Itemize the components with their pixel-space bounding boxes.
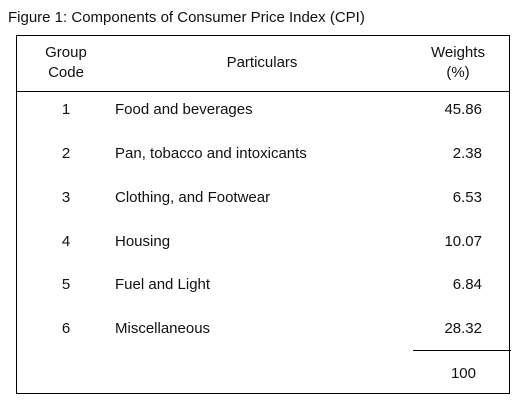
cpi-components-table: Group Code Particulars Weights (%) 1 Foo…: [16, 35, 511, 394]
row-code: 6: [61, 320, 71, 337]
row-particular: Fuel and Light: [115, 276, 211, 293]
table-row: 4 Housing 10.07: [17, 231, 509, 253]
header-particulars: Particulars: [226, 54, 298, 71]
row-particular: Miscellaneous: [115, 320, 211, 337]
header-weights-line2: (%): [446, 64, 470, 81]
row-particular: Food and beverages: [115, 101, 253, 118]
table-row: 3 Clothing, and Footwear 6.53: [17, 187, 509, 209]
header-group-code: Group Code: [17, 43, 115, 83]
row-code: 3: [61, 189, 71, 206]
row-code: 5: [61, 276, 71, 293]
row-weight: 28.32: [444, 320, 482, 337]
figure-caption: Figure 1: Components of Consumer Price I…: [8, 9, 365, 26]
table-row: 6 Miscellaneous 28.32: [17, 318, 509, 340]
header-group-code-line2: Code: [48, 64, 84, 81]
row-weight: 10.07: [444, 233, 482, 250]
row-weight: 45.86: [444, 101, 482, 118]
row-code: 1: [61, 101, 71, 118]
row-particular: Pan, tobacco and intoxicants: [115, 145, 307, 162]
sum-divider: [413, 350, 511, 351]
row-weight: 6.53: [452, 189, 482, 206]
header-weights: Weights (%): [408, 43, 508, 83]
row-weight: 6.84: [452, 276, 482, 293]
row-particular: Clothing, and Footwear: [115, 189, 271, 206]
table-row: 5 Fuel and Light 6.84: [17, 274, 509, 296]
table-row: 1 Food and beverages 45.86: [17, 99, 509, 121]
row-particular: Housing: [115, 233, 171, 250]
weights-total: 100: [450, 365, 476, 382]
row-code: 4: [61, 233, 71, 250]
row-code: 2: [61, 145, 71, 162]
header-divider: [17, 91, 509, 92]
table-row: 2 Pan, tobacco and intoxicants 2.38: [17, 143, 509, 165]
row-weight: 2.38: [452, 145, 482, 162]
header-group-code-line1: Group: [45, 44, 87, 61]
header-weights-line1: Weights: [431, 44, 485, 61]
